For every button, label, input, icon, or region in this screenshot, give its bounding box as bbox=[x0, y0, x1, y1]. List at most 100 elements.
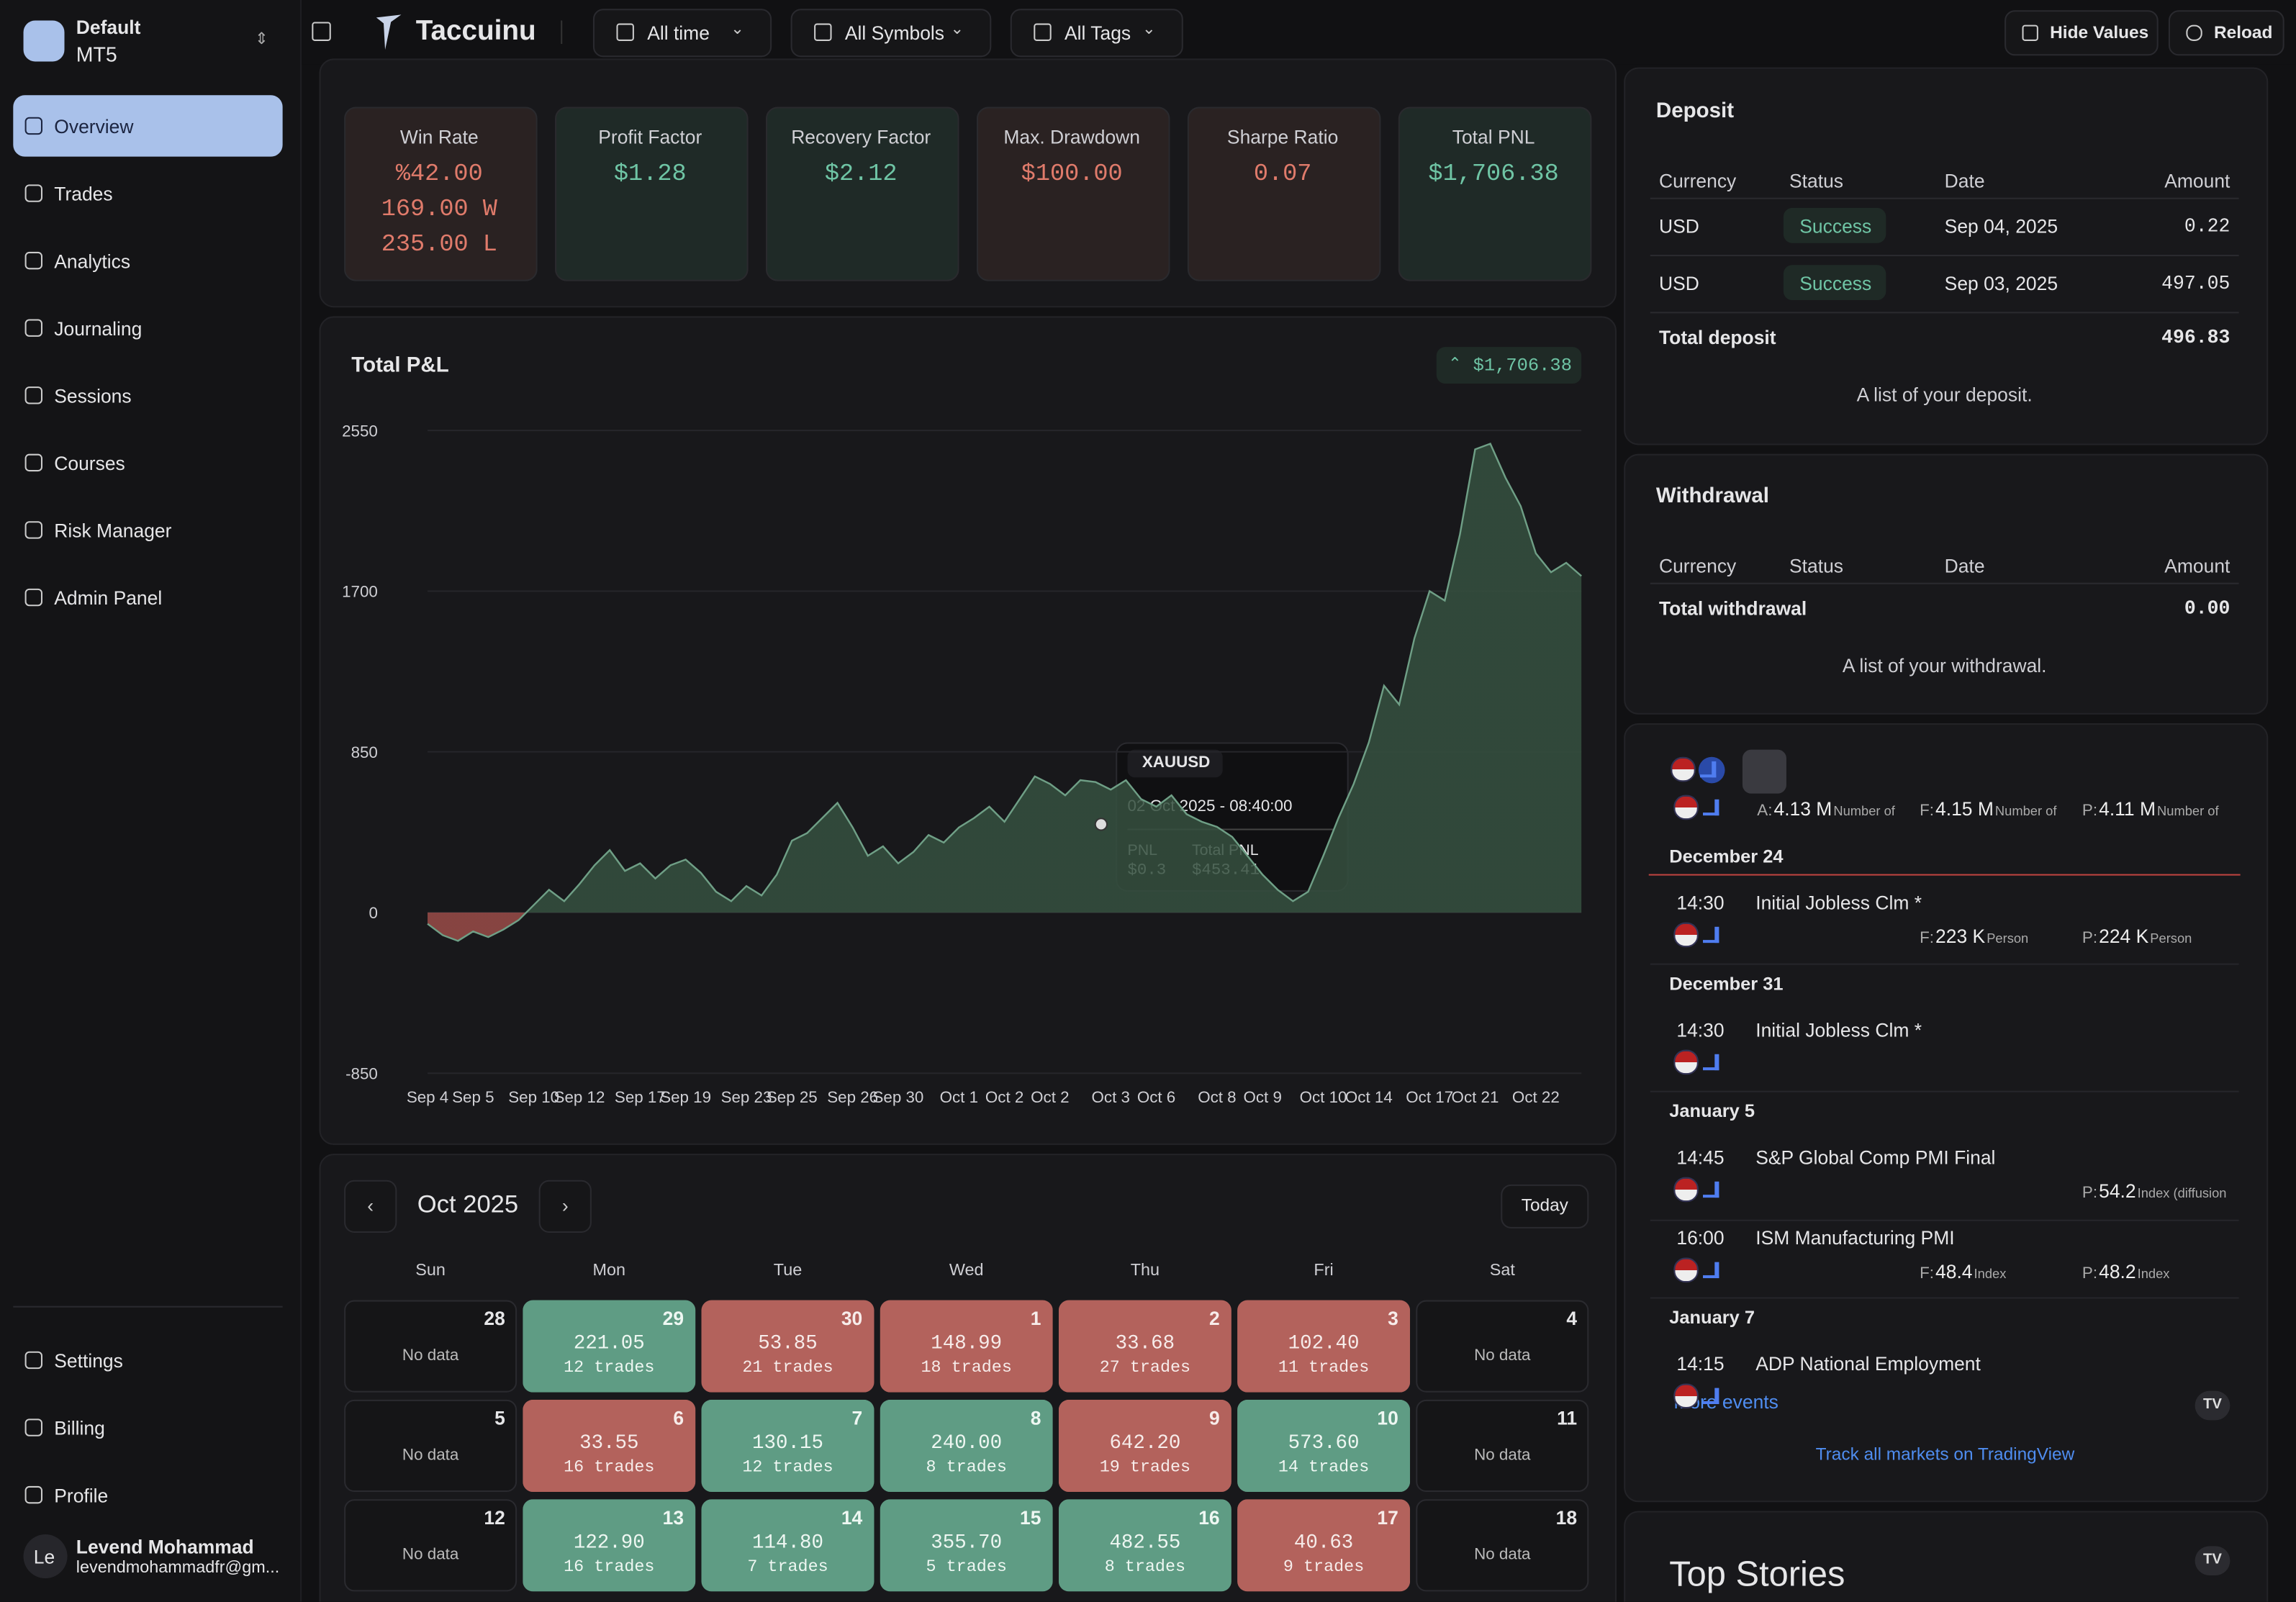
filter-caret: ⌄ bbox=[731, 20, 744, 38]
nav-item[interactable]: Courses bbox=[54, 452, 125, 475]
y-tick-label: 850 bbox=[351, 743, 378, 761]
day-cell[interactable] bbox=[523, 1399, 696, 1493]
day-empty: No data bbox=[402, 1446, 459, 1465]
cal-prev[interactable]: ‹ bbox=[344, 1180, 397, 1233]
day-cell[interactable] bbox=[880, 1399, 1053, 1493]
filter-caret: ⌄ bbox=[950, 20, 964, 38]
event-rule bbox=[1650, 1219, 2239, 1221]
day-cell[interactable] bbox=[880, 1499, 1053, 1592]
filter-button[interactable] bbox=[790, 9, 992, 58]
event-name[interactable]: S&P Global Comp PMI Final bbox=[1755, 1146, 1996, 1169]
sidebar-divider bbox=[13, 1305, 283, 1308]
event-time: 14:30 bbox=[1676, 891, 1725, 914]
event-stat: P: 48.2 Index bbox=[2082, 1261, 2170, 1283]
nav-item[interactable]: Admin Panel bbox=[54, 587, 163, 610]
day-cell[interactable] bbox=[1237, 1499, 1411, 1592]
deposit-title: Deposit bbox=[1655, 99, 1735, 123]
pnl-badge bbox=[1436, 347, 1582, 384]
pnl-badge-arrow: ⌃ bbox=[1448, 356, 1462, 374]
day-empty: No data bbox=[402, 1347, 459, 1365]
weekday: Sat bbox=[1489, 1262, 1515, 1280]
nav-item[interactable]: Profile bbox=[54, 1484, 109, 1507]
day-cell[interactable] bbox=[344, 1399, 517, 1493]
top-button-label[interactable]: Reload bbox=[2214, 22, 2273, 42]
day-cell[interactable] bbox=[1416, 1399, 1589, 1493]
day-number: 3 bbox=[1388, 1307, 1398, 1330]
day-cell[interactable] bbox=[1416, 1300, 1589, 1393]
filter-label[interactable]: All time bbox=[647, 22, 710, 45]
filter-button[interactable] bbox=[592, 9, 772, 58]
cal-today-text[interactable]: Today bbox=[1521, 1195, 1568, 1216]
x-tick-label: Oct 21 bbox=[1452, 1088, 1499, 1106]
event-name[interactable]: ISM Manufacturing PMI bbox=[1755, 1226, 1955, 1249]
day-cell[interactable] bbox=[523, 1499, 696, 1592]
filter-button[interactable] bbox=[1010, 9, 1183, 58]
area bbox=[428, 443, 1582, 941]
day-cell[interactable] bbox=[523, 1300, 696, 1393]
tv-logo[interactable]: TV bbox=[2195, 1546, 2231, 1576]
day-cell[interactable] bbox=[344, 1499, 517, 1592]
day-cell[interactable] bbox=[344, 1300, 517, 1393]
day-cell[interactable] bbox=[1416, 1499, 1589, 1592]
nav-item[interactable]: Settings bbox=[54, 1349, 123, 1372]
flag bbox=[1673, 1177, 1699, 1203]
event-stat: P: 4.11 M Number of bbox=[2082, 798, 2219, 820]
event-name[interactable]: Initial Jobless Clm * bbox=[1755, 891, 1922, 914]
top-button-label[interactable]: Hide Values bbox=[2050, 22, 2149, 42]
event-name[interactable]: ADP National Employment bbox=[1755, 1352, 1981, 1375]
nav-item[interactable]: Risk Manager bbox=[54, 520, 172, 542]
event-date: December 24 bbox=[1669, 846, 1784, 867]
cal-next[interactable]: › bbox=[538, 1180, 592, 1233]
nav-item[interactable]: Analytics bbox=[54, 250, 131, 273]
day-cell[interactable] bbox=[701, 1499, 874, 1592]
account-name[interactable]: Default bbox=[76, 16, 141, 38]
x-tick-label: Oct 3 bbox=[1092, 1088, 1130, 1106]
day-cell[interactable] bbox=[1237, 1300, 1411, 1393]
table-caption: A list of your deposit. bbox=[1856, 384, 2033, 406]
top-button[interactable] bbox=[2005, 10, 2159, 56]
nav-active[interactable] bbox=[13, 95, 283, 157]
event-stat-unit: Number of bbox=[1994, 803, 2057, 819]
day-cell[interactable] bbox=[1237, 1399, 1411, 1493]
nav-icon bbox=[24, 1351, 42, 1370]
weekday: Fri bbox=[1314, 1262, 1334, 1280]
day-cell[interactable] bbox=[1058, 1300, 1231, 1393]
sidebar-toggle[interactable] bbox=[312, 22, 331, 41]
logo[interactable] bbox=[374, 12, 403, 53]
day-cell[interactable] bbox=[1058, 1499, 1231, 1592]
day-number: 12 bbox=[484, 1506, 505, 1529]
table-header: Currency bbox=[1658, 555, 1737, 577]
account-switch[interactable]: ⇕ bbox=[254, 30, 268, 49]
day-cell[interactable] bbox=[880, 1300, 1053, 1393]
filter-label[interactable]: All Symbols bbox=[844, 22, 945, 45]
top-button[interactable] bbox=[2168, 10, 2284, 56]
stat-label: Sharpe Ratio bbox=[1226, 125, 1339, 148]
nav-item[interactable]: Overview bbox=[54, 115, 134, 138]
day-cell[interactable] bbox=[701, 1399, 874, 1493]
tv-logo[interactable]: TV bbox=[2195, 1390, 2231, 1421]
nav-item[interactable]: Sessions bbox=[54, 385, 132, 407]
avatar[interactable] bbox=[23, 1534, 68, 1579]
event-stat: P: 54.2 Index (diffusion bbox=[2082, 1180, 2227, 1203]
weekday: Tue bbox=[773, 1262, 803, 1280]
nav-item[interactable]: Billing bbox=[54, 1417, 105, 1439]
nav-item[interactable]: Journaling bbox=[54, 317, 143, 340]
filter-label[interactable]: All Tags bbox=[1065, 22, 1131, 45]
day-trades: 19 trades bbox=[1099, 1458, 1191, 1477]
brand[interactable]: Taccuinu bbox=[415, 16, 536, 47]
day-cell[interactable] bbox=[1058, 1399, 1231, 1493]
account-sub[interactable]: MT5 bbox=[76, 42, 117, 66]
account-icon[interactable] bbox=[23, 20, 65, 62]
x-tick-label: Oct 22 bbox=[1512, 1088, 1560, 1106]
day-cell[interactable] bbox=[701, 1300, 874, 1393]
event-date: January 7 bbox=[1669, 1307, 1755, 1329]
user-email[interactable]: levendmohammadfr@gm... bbox=[76, 1559, 280, 1578]
user-name[interactable]: Levend Mohammad bbox=[76, 1536, 254, 1558]
x-tick-label: Oct 10 bbox=[1300, 1088, 1347, 1106]
avatar-initials: Le bbox=[33, 1546, 55, 1568]
cal-today[interactable] bbox=[1501, 1184, 1589, 1228]
nav-item[interactable]: Trades bbox=[54, 183, 113, 205]
event-name[interactable]: Initial Jobless Clm * bbox=[1755, 1018, 1922, 1041]
track-link[interactable]: Track all markets on TradingView bbox=[1815, 1443, 2075, 1465]
